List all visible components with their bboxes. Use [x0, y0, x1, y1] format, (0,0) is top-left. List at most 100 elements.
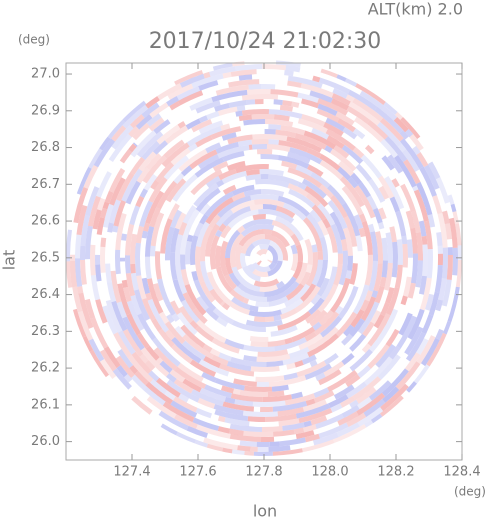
echo-cell: [163, 155, 189, 181]
echo-cell: [374, 106, 404, 134]
echo-cell: [260, 154, 279, 160]
echo-cell: [337, 411, 359, 426]
echo-cell: [337, 253, 343, 265]
echo-cell: [330, 403, 343, 413]
echo-cell: [377, 354, 401, 380]
echo-cell: [419, 166, 437, 197]
echo-cell: [172, 173, 198, 202]
echo-cell: [309, 359, 318, 368]
echo-cell: [352, 128, 366, 140]
echo-cell: [228, 272, 242, 287]
echo-cell: [127, 355, 154, 383]
echo-cell: [142, 154, 167, 184]
echo-cell: [411, 210, 421, 234]
echo-cell: [222, 71, 232, 79]
echo-cell: [173, 172, 185, 184]
echo-cell: [202, 343, 213, 353]
echo-cell: [100, 246, 106, 273]
echo-cell: [177, 362, 204, 383]
echo-cell: [239, 389, 268, 397]
echo-cell: [93, 138, 116, 168]
echo-cell: [388, 345, 401, 360]
echo-cell: [330, 195, 349, 219]
echo-cell: [155, 161, 175, 183]
echo-cell: [268, 445, 291, 452]
echo-cell: [258, 208, 295, 224]
echo-cell: [171, 313, 180, 322]
echo-cell: [238, 114, 252, 122]
echo-cell: [108, 133, 132, 162]
echo-cell: [258, 244, 270, 250]
echo-cell: [423, 220, 433, 250]
echo-cell: [407, 308, 425, 340]
echo-cell: [237, 445, 251, 452]
echo-cell: [284, 337, 294, 345]
echo-cell: [214, 378, 245, 391]
echo-cell: [413, 189, 429, 222]
echo-cell: [300, 283, 317, 302]
echo-cell: [311, 244, 318, 253]
echo-cell: [383, 101, 399, 115]
echo-cell: [315, 372, 326, 381]
echo-cell: [259, 169, 284, 177]
echo-cell: [347, 255, 353, 271]
echo-cell: [217, 195, 252, 218]
echo-cell: [194, 439, 208, 449]
echo-cell: [254, 99, 264, 105]
echo-cell: [153, 347, 178, 371]
echo-cell: [307, 333, 340, 358]
echo-cell: [130, 294, 142, 316]
echo-cell: [184, 322, 198, 336]
echo-cell: [195, 246, 205, 284]
echo-cell: [204, 191, 235, 217]
echo-cell: [103, 346, 121, 369]
echo-cell: [397, 143, 407, 153]
echo-cell: [312, 75, 321, 83]
x-tick-label: 128.0: [311, 465, 348, 480]
echo-cell: [332, 424, 367, 445]
echo-cell: [116, 301, 127, 319]
echo-cell: [265, 413, 297, 422]
echo-cell: [119, 149, 133, 164]
echo-cell: [299, 375, 307, 382]
echo-cell: [110, 270, 122, 303]
echo-cell: [246, 88, 271, 95]
echo-cell: [90, 317, 109, 349]
echo-cell: [329, 211, 346, 241]
echo-cell: [304, 331, 317, 342]
echo-cell: [191, 270, 199, 282]
echo-cell: [255, 375, 285, 382]
echo-cell: [113, 332, 132, 359]
echo-cell: [195, 187, 221, 212]
echo-cell: [113, 199, 126, 227]
echo-cell: [245, 319, 283, 327]
echo-cell: [195, 135, 213, 148]
echo-cell: [295, 164, 313, 177]
echo-cell: [146, 113, 162, 127]
echo-cell: [318, 309, 334, 326]
echo-cell: [206, 271, 224, 297]
echo-cell: [302, 399, 328, 412]
echo-cell: [182, 204, 197, 224]
echo-cell: [275, 215, 304, 242]
echo-cell: [396, 239, 404, 265]
echo-cell: [400, 295, 408, 306]
echo-cell: [311, 127, 330, 140]
echo-cell: [237, 283, 265, 297]
echo-cell: [318, 369, 342, 386]
echo-cell: [446, 254, 453, 280]
echo-cell: [92, 209, 102, 230]
echo-cell: [338, 285, 359, 319]
echo-cell: [295, 430, 315, 440]
echo-cell: [311, 204, 327, 221]
echo-cell: [436, 232, 443, 247]
echo-cell: [282, 202, 307, 221]
echo-cell: [342, 227, 353, 256]
echo-cell: [279, 437, 306, 447]
echo-cell: [341, 333, 353, 346]
echo-cell: [391, 178, 400, 188]
echo-cell: [262, 394, 293, 402]
echo-cell: [155, 251, 163, 280]
echo-cell: [395, 210, 407, 237]
echo-cell: [257, 446, 269, 453]
